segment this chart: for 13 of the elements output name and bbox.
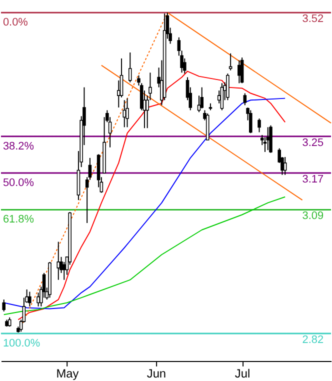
y-tick-label: 2.82 (302, 334, 324, 346)
y-tick-label: 3.09 (302, 210, 324, 222)
y-tick-label: 3.25 (302, 136, 324, 149)
y-tick-label: 3.52 (302, 13, 324, 26)
annotation: 61.8% (2, 214, 34, 226)
annotation: 38.2% (2, 140, 34, 152)
annotation: 0.0% (2, 16, 28, 29)
y-tick-label: 3.17 (302, 173, 324, 186)
annotation: 100.0% (2, 337, 40, 350)
x-tick-label: Jul (234, 366, 250, 380)
annotation: 50.0% (2, 176, 34, 189)
x-tick-label: May (56, 366, 79, 380)
x-tick-label: Jun (146, 366, 166, 380)
